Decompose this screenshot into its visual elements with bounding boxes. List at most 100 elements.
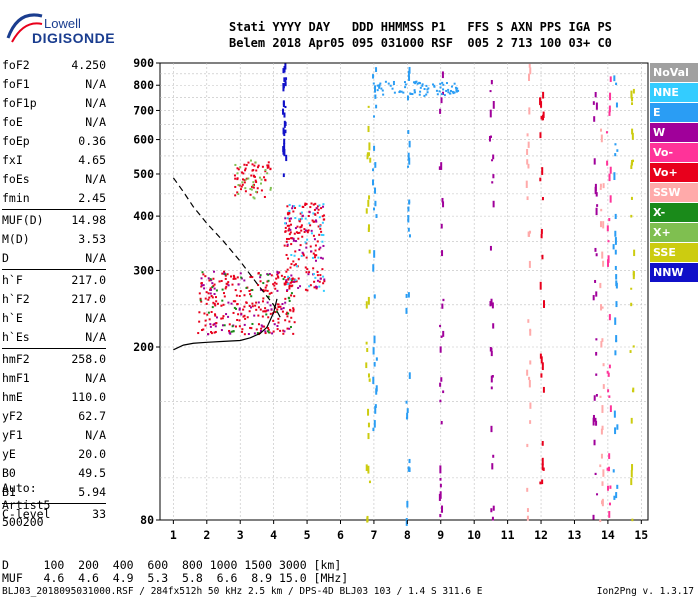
trace-point	[316, 270, 319, 273]
trace-point	[403, 81, 406, 84]
trace-streak	[540, 101, 543, 108]
digisonde-logo: Lowell DIGISONDE	[4, 6, 124, 46]
trace-point	[254, 304, 257, 307]
trace-point	[207, 333, 210, 336]
trace-point	[322, 234, 325, 237]
trace-point	[214, 314, 217, 317]
trace-point	[290, 243, 293, 246]
trace-point	[251, 163, 254, 166]
trace-point	[443, 94, 446, 97]
trace-point	[266, 330, 269, 333]
trace-point	[245, 286, 248, 289]
trace-point	[224, 273, 227, 276]
trace-point	[240, 313, 243, 316]
trace-point	[323, 278, 326, 281]
trace-point	[310, 229, 313, 232]
trace-streak	[609, 405, 612, 413]
trace-streak	[439, 399, 442, 403]
trace-streak	[600, 428, 603, 435]
trace-point	[291, 237, 294, 240]
trace-point	[288, 227, 291, 230]
trace-point	[312, 252, 315, 255]
trace-streak	[284, 82, 287, 87]
trace-point	[314, 249, 317, 252]
param-row: M(D) 3.53	[2, 230, 106, 249]
trace-point	[236, 191, 239, 194]
trace-streak	[375, 67, 378, 72]
trace-streak	[600, 134, 603, 143]
trace-point	[250, 295, 253, 298]
trace-point	[269, 188, 272, 191]
trace-streak	[608, 453, 611, 459]
autoscaling-info: Auto: Artist5 500200	[2, 480, 50, 531]
trace-point	[210, 332, 213, 335]
trace-point	[414, 82, 417, 85]
trace-point	[276, 324, 279, 327]
trace-point	[296, 225, 299, 228]
trace-point	[276, 273, 279, 276]
trace-point	[300, 224, 303, 227]
trace-streak	[440, 377, 443, 382]
trace-point	[321, 215, 324, 218]
trace-streak	[631, 464, 634, 471]
trace-point	[297, 231, 300, 234]
trace-streak	[601, 306, 604, 309]
trace-point	[211, 286, 214, 289]
trace-point	[213, 331, 216, 334]
trace-streak	[405, 307, 408, 314]
trace-point	[300, 225, 303, 228]
trace-streak	[490, 508, 493, 513]
trace-point	[303, 230, 306, 233]
trace-point	[266, 301, 269, 304]
trace-point	[287, 296, 290, 299]
trace-point	[267, 331, 270, 334]
trace-streak	[283, 138, 286, 144]
trace-point	[218, 280, 221, 283]
trace-point	[264, 170, 267, 173]
trace-point	[376, 89, 379, 92]
trace-streak	[614, 350, 617, 356]
trace-streak	[609, 502, 612, 506]
x-tick-label: 10	[467, 528, 481, 542]
trace-point	[427, 87, 430, 90]
trace-streak	[528, 232, 531, 237]
trace-point	[233, 275, 236, 278]
trace-streak	[593, 158, 596, 165]
trace-point	[244, 169, 247, 172]
trace-streak	[490, 79, 493, 85]
auto-code: 500200	[2, 515, 44, 529]
trace-streak	[540, 356, 543, 364]
trace-point	[210, 295, 213, 298]
trace-point	[264, 330, 267, 333]
trace-point	[276, 328, 279, 331]
x-tick-label: 3	[237, 528, 244, 542]
trace-streak	[630, 162, 633, 166]
trace-point	[297, 277, 300, 280]
trace-streak	[541, 463, 544, 471]
trace-streak	[368, 480, 371, 484]
param-row: D N/A	[2, 249, 106, 268]
trace-point	[301, 214, 304, 217]
trace-point	[419, 90, 422, 93]
trace-point	[457, 89, 460, 92]
trace-point	[291, 284, 294, 287]
trace-point	[234, 277, 237, 280]
param-name: yE	[2, 447, 16, 461]
trace-point	[284, 222, 287, 225]
trace-streak	[283, 112, 286, 118]
trace-point	[207, 311, 210, 314]
trace-streak	[606, 160, 609, 166]
trace-point	[267, 327, 270, 330]
trace-streak	[408, 157, 411, 165]
trace-streak	[365, 301, 368, 309]
trace-point	[286, 205, 289, 208]
trace-point	[237, 184, 240, 187]
y-tick-label: 500	[133, 167, 154, 181]
trace-point	[287, 312, 290, 315]
trace-point	[208, 296, 211, 299]
trace-point	[322, 205, 325, 208]
trace-point	[282, 332, 285, 335]
trace-streak	[439, 478, 442, 481]
param-row: hmF1 N/A	[2, 369, 106, 388]
trace-point	[393, 91, 396, 94]
